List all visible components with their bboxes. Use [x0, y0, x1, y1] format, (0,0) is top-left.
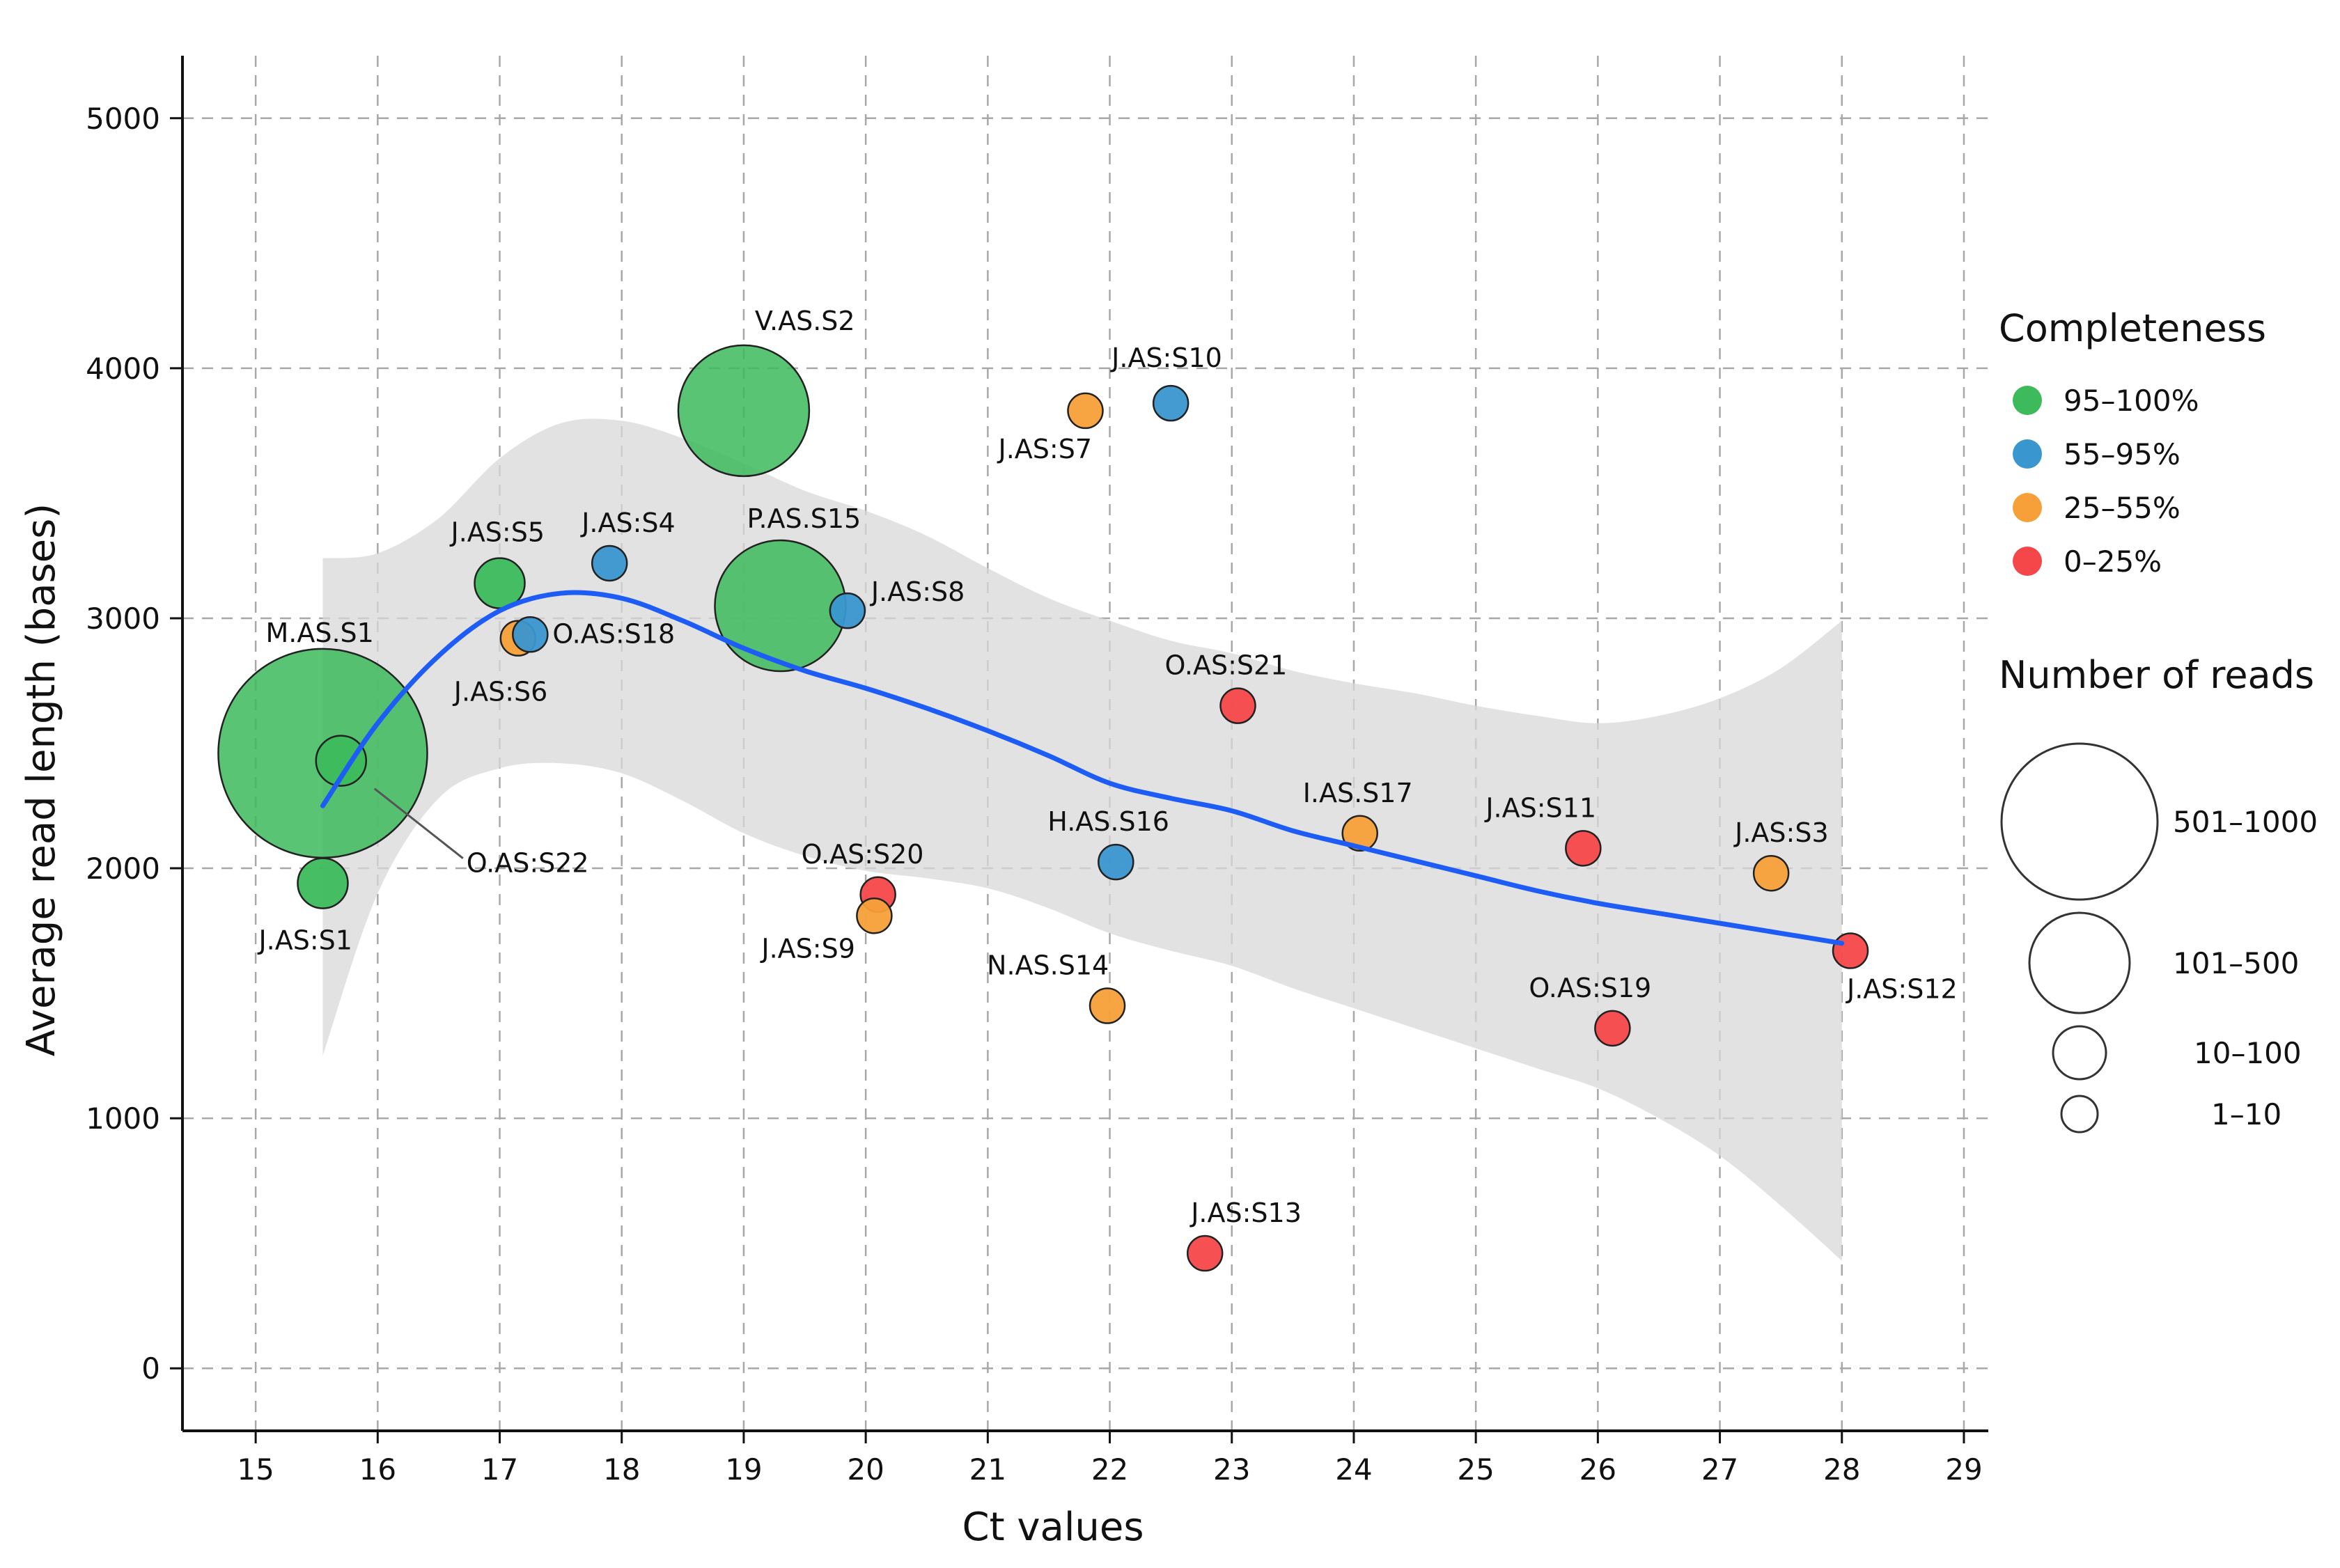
data-point [1089, 987, 1126, 1024]
point-label: J.AS:S4 [580, 508, 676, 538]
reads-legend: Number of reads 501–1000 101–500 10–100 1–1… [1999, 653, 2318, 1134]
x-axis-title: Ct values [962, 1505, 1144, 1550]
y-tick-label: 0 [141, 1351, 160, 1386]
data-point [1067, 392, 1104, 430]
x-tick-label: 15 [237, 1452, 274, 1487]
point-label: M.AS.S1 [265, 618, 373, 648]
legend-label: 10–100 [2194, 1036, 2302, 1070]
x-tick-label: 19 [725, 1452, 762, 1487]
legend-swatch [2013, 439, 2042, 469]
completeness-legend: Completeness 95–100% 55–95% 25–55% 0–25% [1999, 306, 2266, 579]
point-label: P.AS.S15 [747, 503, 861, 534]
legend-swatch [2013, 493, 2042, 522]
confidence-band [322, 418, 1842, 1261]
x-tick-label: 27 [1701, 1452, 1738, 1487]
point-label: J.AS:S1 [257, 925, 352, 956]
data-point [315, 735, 368, 787]
point-label: O.AS:S19 [1529, 973, 1651, 1003]
data-point [714, 539, 847, 673]
axes: 15 16 17 18 19 20 21 22 23 24 25 26 27 28 29 0 1000 2000 3… [86, 56, 1988, 1487]
legend-label: 501–1000 [2173, 805, 2318, 839]
data-point [829, 592, 866, 629]
point-label: N.AS.S14 [987, 950, 1109, 981]
x-tick-label: 29 [1945, 1452, 1982, 1487]
y-tick-label: 1000 [86, 1101, 160, 1136]
points-layer [217, 344, 1869, 1272]
x-tick-label: 28 [1823, 1452, 1860, 1487]
data-point [1594, 1010, 1631, 1047]
x-tick-label: 24 [1335, 1452, 1372, 1487]
data-point [1098, 843, 1134, 881]
data-point [1152, 384, 1190, 422]
trend-line [320, 590, 1845, 946]
legend-label: 0–25% [2064, 544, 2162, 579]
point-label: J.AS:S5 [450, 517, 545, 548]
x-tick-label: 17 [481, 1452, 518, 1487]
data-point [1341, 815, 1378, 852]
data-point [1565, 830, 1602, 867]
point-label: J.AS:S12 [1846, 974, 1958, 1005]
point-label: J.AS:S9 [760, 933, 855, 964]
x-tick-label: 22 [1091, 1452, 1128, 1487]
legend-swatch [2013, 386, 2042, 415]
y-tick-label: 4000 [86, 352, 160, 386]
legend-label: 1–10 [2211, 1097, 2282, 1131]
x-tick-label: 26 [1580, 1452, 1616, 1487]
legend-label: 101–500 [2173, 946, 2299, 980]
completeness-legend-title: Completeness [1999, 306, 2266, 350]
trend-line-layer [320, 590, 1845, 946]
x-tick-label: 21 [969, 1452, 1006, 1487]
point-label: J.AS:S8 [870, 577, 965, 607]
data-point [1832, 932, 1869, 969]
legend-label: 25–55% [2064, 491, 2181, 525]
point-label: J.AS:S7 [997, 434, 1093, 464]
y-tick-label: 5000 [86, 102, 160, 136]
data-point [856, 897, 893, 934]
legend-label: 55–95% [2064, 437, 2181, 471]
legend-size-circle [2052, 1025, 2107, 1081]
x-tick-label: 20 [847, 1452, 884, 1487]
y-axis-title: Average read length (bases) [19, 503, 64, 1056]
legend-size-circle [2000, 742, 2159, 901]
data-point [297, 857, 349, 909]
confidence-band-layer [322, 418, 1842, 1261]
point-label: J.AS:S13 [1190, 1198, 1302, 1228]
point-label: O.AS:S20 [802, 839, 924, 870]
legend-label: 95–100% [2064, 384, 2199, 418]
data-point [512, 616, 549, 653]
data-point [1752, 854, 1790, 892]
point-label: J.AS:S3 [1733, 817, 1829, 848]
x-tick-label: 23 [1213, 1452, 1250, 1487]
legend-swatch [2013, 547, 2042, 576]
y-tick-label: 3000 [86, 602, 160, 636]
x-tick-label: 16 [359, 1452, 396, 1487]
point-label: H.AS.S16 [1047, 806, 1169, 837]
point-labels-layer: M.AS.S1O.AS:S22J.AS:S1J.AS:S5J.AS:S6O.AS… [257, 306, 1957, 1228]
point-label: O.AS:S21 [1165, 650, 1288, 681]
point-label: J.AS:S11 [1484, 792, 1596, 823]
data-point [1219, 687, 1256, 724]
point-label: O.AS:S22 [467, 848, 589, 879]
label-leader-line [373, 787, 464, 859]
legend-size-circle [2028, 911, 2131, 1014]
data-point [591, 544, 628, 582]
data-point [677, 344, 811, 478]
point-label: J.AS:S10 [1110, 343, 1222, 373]
point-label: V.AS.S2 [755, 306, 855, 336]
legend-size-circle [2060, 1095, 2099, 1134]
point-label: I.AS.S17 [1303, 778, 1413, 808]
reads-legend-title: Number of reads [1999, 653, 2314, 697]
y-tick-label: 2000 [86, 852, 160, 886]
point-label: O.AS:S18 [552, 618, 675, 649]
point-label: J.AS:S6 [453, 677, 548, 707]
data-point [1186, 1234, 1224, 1272]
x-tick-label: 18 [603, 1452, 640, 1487]
x-tick-label: 25 [1457, 1452, 1494, 1487]
